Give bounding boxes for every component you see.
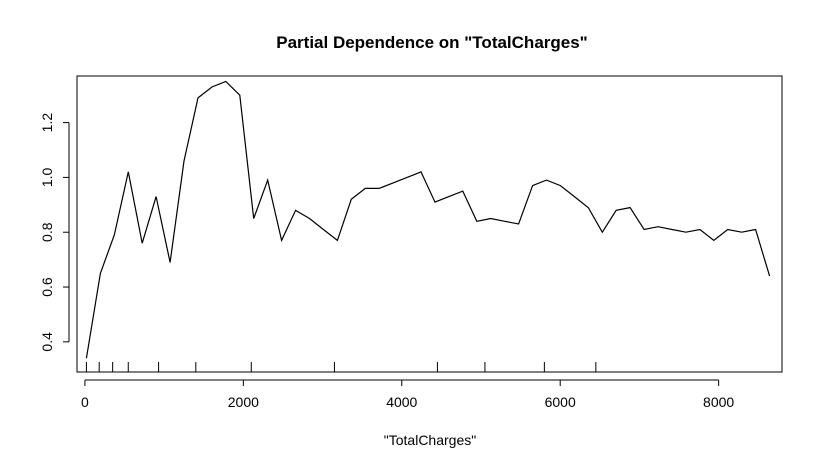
x-tick-label: 6000 [545, 394, 576, 410]
x-tick-label: 8000 [703, 394, 734, 410]
x-tick-label: 4000 [386, 394, 417, 410]
y-tick-label: 0.8 [39, 222, 55, 242]
x-axis-label: "TotalCharges" [384, 432, 476, 448]
x-tick-label: 2000 [228, 394, 259, 410]
partial-dependence-line [85, 80, 771, 359]
y-tick-label: 0.6 [39, 277, 55, 297]
chart-title: Partial Dependence on "TotalCharges" [276, 33, 588, 52]
plot-area-border [76, 75, 783, 373]
x-axis: 0 2000 4000 6000 8000 [81, 379, 734, 410]
y-tick-label: 1.0 [39, 167, 55, 187]
rug-marks [85, 362, 597, 372]
y-axis: 0.4 0.6 0.8 1.0 1.2 [39, 113, 70, 352]
y-tick-label: 0.4 [39, 332, 55, 352]
x-tick-label: 0 [81, 394, 89, 410]
series-group [85, 80, 771, 359]
y-tick-label: 1.2 [39, 113, 55, 133]
